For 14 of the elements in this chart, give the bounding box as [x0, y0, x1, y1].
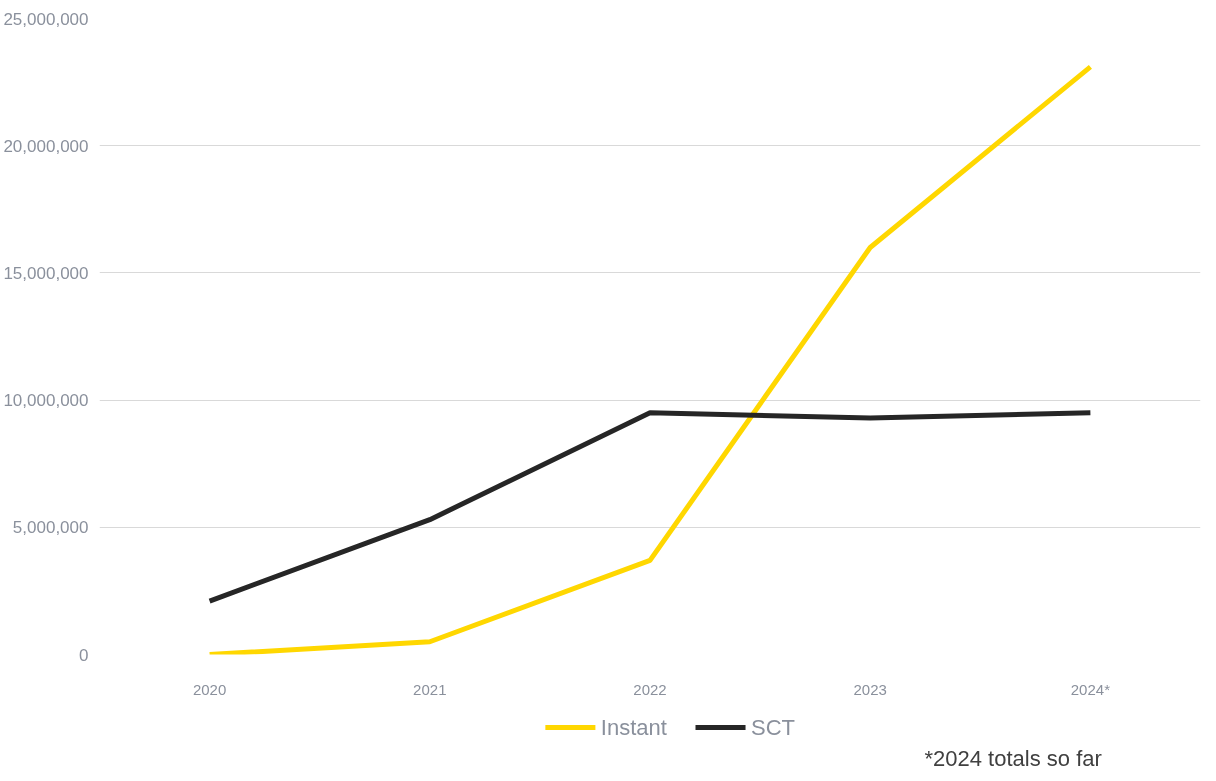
- y-tick-label: 20,000,000: [3, 136, 89, 156]
- y-tick-label: 25,000,000: [3, 9, 89, 29]
- y-tick-label: 0: [79, 645, 89, 665]
- x-tick-label: 2022: [633, 680, 667, 698]
- y-tick-label: 10,000,000: [3, 391, 89, 411]
- x-tick-label: 2021: [413, 680, 447, 698]
- x-tick-label: 2023: [853, 680, 887, 698]
- legend-label: SCT: [751, 715, 795, 740]
- y-tick-label: 15,000,000: [3, 263, 89, 283]
- x-tick-label: 2020: [192, 680, 227, 698]
- legend-label: Instant: [600, 715, 667, 740]
- text: *2024 totals so far: [924, 745, 1102, 771]
- x-tick-label: 2024*: [1070, 680, 1111, 698]
- y-tick-label: 5,000,000: [12, 518, 89, 538]
